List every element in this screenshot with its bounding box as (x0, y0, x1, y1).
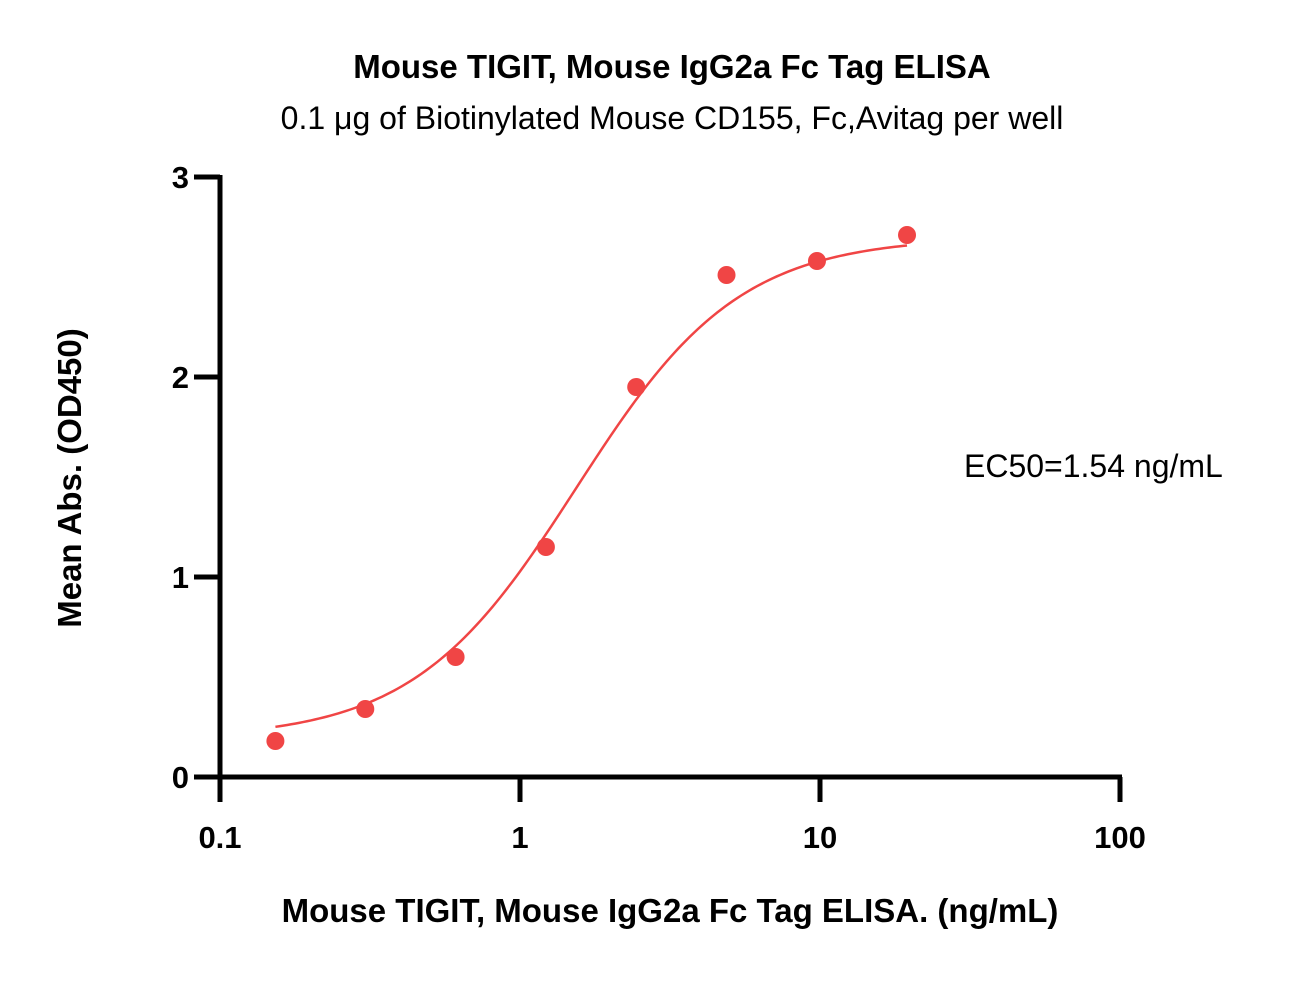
x-axis-label: Mouse TIGIT, Mouse IgG2a Fc Tag ELISA. (… (281, 892, 1059, 929)
x-tick-label: 0.1 (198, 820, 241, 855)
y-tick-label: 2 (172, 360, 189, 395)
chart-title: Mouse TIGIT, Mouse IgG2a Fc Tag ELISA (353, 48, 991, 85)
chart-subtitle: 0.1 μg of Biotinylated Mouse CD155, Fc,A… (280, 100, 1064, 136)
x-tick-label: 10 (803, 820, 837, 855)
data-point (446, 648, 465, 666)
data-point (536, 538, 555, 556)
data-point (266, 732, 285, 750)
x-tick-label: 100 (1094, 820, 1146, 855)
y-tick-label: 1 (172, 560, 189, 595)
y-tick-label: 3 (172, 160, 189, 195)
data-point (807, 252, 826, 270)
x-tick-label: 1 (511, 820, 528, 855)
fit-curve (275, 244, 908, 729)
y-tick-label: 0 (172, 760, 189, 795)
data-point (717, 266, 736, 284)
y-axis-label: Mean Abs. (OD450) (51, 328, 88, 628)
data-point (356, 700, 375, 718)
data-point (627, 378, 646, 396)
data-point (898, 226, 917, 244)
ec50-annotation: EC50=1.54 ng/mL (964, 448, 1223, 484)
